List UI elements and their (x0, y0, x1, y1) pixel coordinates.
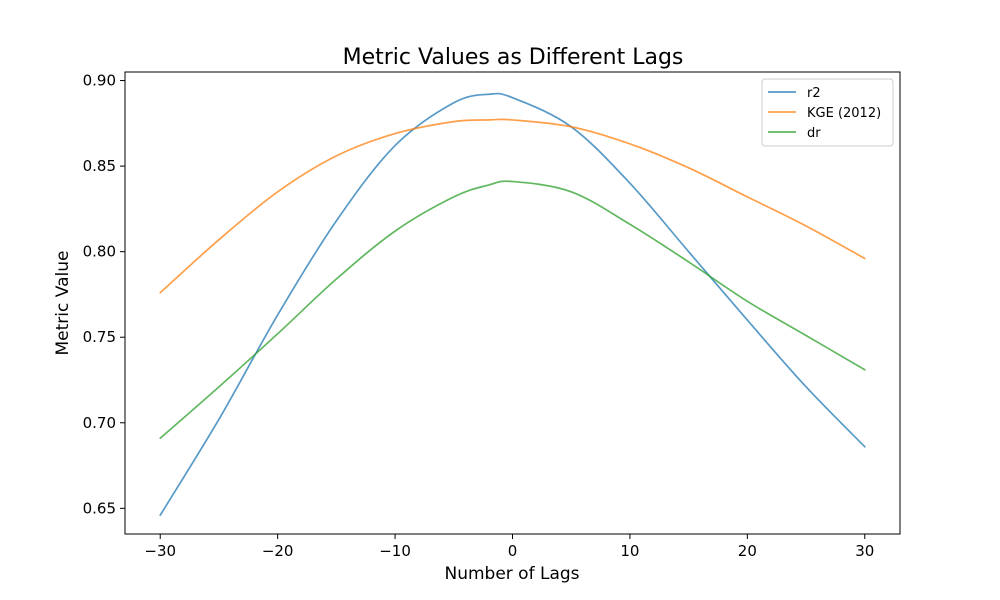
x-tick-label: 20 (738, 542, 757, 560)
series-line-0 (159, 92, 866, 517)
x-axis: −30 −20 −10 0 10 20 30 (144, 534, 874, 560)
legend-label-1: KGE (2012) (807, 106, 881, 121)
x-tick-label: −30 (144, 542, 176, 560)
legend-label-2: dr (807, 126, 821, 141)
series-line-2 (159, 180, 866, 440)
x-tick-label: −20 (262, 542, 294, 560)
y-axis: 0.65 0.70 0.75 0.80 0.85 0.90 (83, 72, 125, 517)
x-tick-label: 10 (620, 542, 639, 560)
y-tick-label: 0.65 (83, 499, 116, 517)
legend-box (761, 78, 894, 147)
y-tick-label: 0.75 (83, 328, 116, 346)
axes-frame (124, 71, 901, 535)
chart-title: Metric Values as Different Lags (343, 45, 684, 70)
x-axis-label: Number of Lags (444, 564, 579, 584)
x-tick-label: 0 (508, 542, 518, 560)
y-tick-label: 0.90 (83, 72, 116, 90)
legend: r2 KGE (2012) dr (761, 78, 894, 147)
legend-label-0: r2 (807, 86, 821, 101)
x-tick-label: −10 (379, 542, 411, 560)
y-tick-label: 0.80 (83, 243, 116, 261)
plot-area (159, 92, 866, 517)
x-tick-label: 30 (855, 542, 874, 560)
y-tick-label: 0.70 (83, 414, 116, 432)
y-axis-label: Metric Value (53, 251, 73, 356)
series-line-1 (159, 118, 866, 294)
y-tick-label: 0.85 (83, 157, 116, 175)
